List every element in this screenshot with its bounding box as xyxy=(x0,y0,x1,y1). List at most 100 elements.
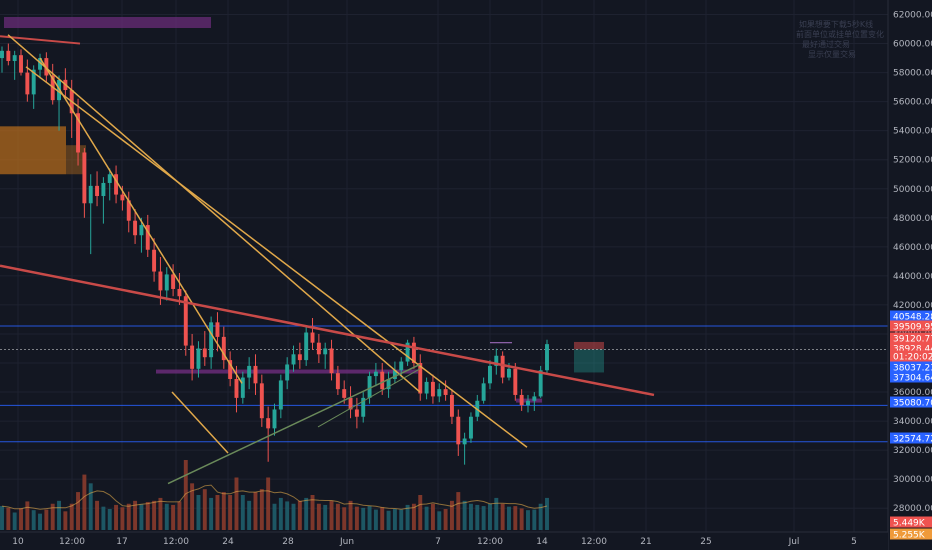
candle-body[interactable] xyxy=(500,355,505,378)
candle-body[interactable] xyxy=(418,363,423,394)
candle-body[interactable] xyxy=(405,342,410,362)
candle-body[interactable] xyxy=(443,389,448,395)
candle-body[interactable] xyxy=(424,381,429,394)
candle-body[interactable] xyxy=(386,378,391,390)
candle-body[interactable] xyxy=(234,378,239,398)
candle-body[interactable] xyxy=(158,271,163,291)
x-tick-label: Jun xyxy=(339,537,354,547)
candle-body[interactable] xyxy=(513,368,518,395)
candle-body[interactable] xyxy=(519,394,524,406)
candle-body[interactable] xyxy=(272,409,277,429)
candle-body[interactable] xyxy=(221,336,226,361)
candle-body[interactable] xyxy=(468,416,473,439)
candle-body[interactable] xyxy=(120,194,125,201)
candle-body[interactable] xyxy=(190,345,195,369)
candle-body[interactable] xyxy=(82,152,87,204)
candle-body[interactable] xyxy=(19,55,23,73)
candle-body[interactable] xyxy=(145,225,150,250)
volume-bar xyxy=(323,504,328,530)
candle-body[interactable] xyxy=(196,348,201,369)
candle-body[interactable] xyxy=(107,174,112,183)
candle-body[interactable] xyxy=(348,397,353,410)
candle-body[interactable] xyxy=(538,370,543,397)
candle-body[interactable] xyxy=(44,58,49,76)
candle-body[interactable] xyxy=(101,182,106,197)
candle-body[interactable] xyxy=(183,296,188,346)
candle-body[interactable] xyxy=(76,113,81,153)
candle-body[interactable] xyxy=(367,376,372,398)
candle-body[interactable] xyxy=(532,396,537,401)
candle-body[interactable] xyxy=(240,377,245,398)
candle-body[interactable] xyxy=(291,354,296,365)
candle-body[interactable] xyxy=(316,342,321,355)
volume-bar xyxy=(209,497,214,530)
candle-body[interactable] xyxy=(310,332,315,343)
candle-body[interactable] xyxy=(323,348,328,355)
candle-body[interactable] xyxy=(202,348,207,358)
candle-body[interactable] xyxy=(449,394,454,417)
price-tag-text: 39120.77 xyxy=(893,335,932,345)
candle-body[interactable] xyxy=(133,220,138,236)
candle-body[interactable] xyxy=(545,344,549,371)
candles[interactable] xyxy=(0,43,549,465)
volume-bar xyxy=(234,477,239,530)
price-axis-panel[interactable] xyxy=(888,0,932,550)
purple-zone-low xyxy=(516,398,542,403)
candle-body[interactable] xyxy=(507,368,511,378)
candle-body[interactable] xyxy=(526,400,530,406)
candle-body[interactable] xyxy=(456,416,461,445)
candle-body[interactable] xyxy=(95,185,100,197)
candle-body[interactable] xyxy=(12,55,17,61)
candle-body[interactable] xyxy=(304,332,309,361)
candle-body[interactable] xyxy=(494,355,499,366)
candle-body[interactable] xyxy=(392,370,397,379)
candle-body[interactable] xyxy=(171,274,176,289)
candle-body[interactable] xyxy=(31,69,36,95)
candle-body[interactable] xyxy=(335,373,340,390)
candle-body[interactable] xyxy=(285,364,290,381)
candle-body[interactable] xyxy=(354,409,359,417)
candle-body[interactable] xyxy=(164,274,169,291)
candle-body[interactable] xyxy=(259,383,264,419)
candle-body[interactable] xyxy=(266,418,271,429)
candle-body[interactable] xyxy=(342,389,347,398)
candle-body[interactable] xyxy=(139,225,144,236)
candle-body[interactable] xyxy=(411,342,416,364)
candle-body[interactable] xyxy=(329,348,334,374)
candle-body[interactable] xyxy=(462,438,467,445)
candle-body[interactable] xyxy=(380,371,385,390)
candle-body[interactable] xyxy=(209,322,214,358)
candle-body[interactable] xyxy=(361,397,366,417)
candle-body[interactable] xyxy=(114,174,119,195)
candle-body[interactable] xyxy=(38,58,42,70)
volume-bar xyxy=(538,503,543,530)
y-tick-label: 58000.00 xyxy=(893,69,932,79)
candle-body[interactable] xyxy=(373,371,378,377)
y-tick-label: 50000.00 xyxy=(893,185,932,195)
candle-body[interactable] xyxy=(88,185,93,204)
candle-body[interactable] xyxy=(481,383,486,401)
candle-body[interactable] xyxy=(430,381,435,397)
candle-body[interactable] xyxy=(399,361,404,371)
candle-body[interactable] xyxy=(152,249,157,272)
candle-body[interactable] xyxy=(297,354,302,361)
candle-body[interactable] xyxy=(437,389,442,397)
candle-body[interactable] xyxy=(177,288,182,297)
candle-body[interactable] xyxy=(6,50,11,61)
candle-body[interactable] xyxy=(488,365,492,384)
candle-body[interactable] xyxy=(0,50,4,59)
volume-bar xyxy=(69,503,74,530)
candle-body[interactable] xyxy=(253,365,258,384)
candle-body[interactable] xyxy=(247,365,252,378)
volume-bar xyxy=(304,497,309,530)
candle-body[interactable] xyxy=(215,322,220,337)
candle-body[interactable] xyxy=(228,360,233,379)
volume-bar xyxy=(475,504,480,530)
candle-body[interactable] xyxy=(278,380,283,410)
time-axis-panel[interactable] xyxy=(0,532,888,550)
candle-body[interactable] xyxy=(126,200,131,221)
supply-zone-orange-tail xyxy=(66,145,86,175)
candle-body[interactable] xyxy=(25,72,30,95)
volume-bar xyxy=(164,503,169,530)
